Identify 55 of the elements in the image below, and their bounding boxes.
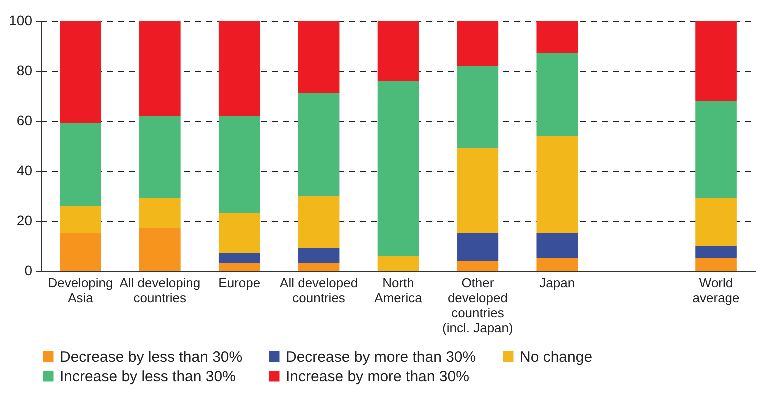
legend-label: Increase by more than 30% xyxy=(286,368,470,386)
bar xyxy=(60,124,102,206)
bar xyxy=(218,214,260,254)
bar xyxy=(218,264,260,271)
bar xyxy=(298,21,340,94)
bar xyxy=(218,116,260,214)
legend-label: Decrease by less than 30% xyxy=(60,348,243,366)
bar xyxy=(536,136,578,234)
bar xyxy=(378,21,420,81)
legend-label: Increase by less than 30% xyxy=(60,368,236,386)
bar xyxy=(140,198,181,228)
y-tick-label: 20 xyxy=(16,212,33,228)
bar xyxy=(140,116,181,198)
bar xyxy=(696,198,737,246)
bar xyxy=(536,234,578,258)
bar xyxy=(60,21,102,124)
bar xyxy=(457,234,499,261)
bar xyxy=(378,256,420,271)
bar xyxy=(696,246,737,258)
legend-label: No change xyxy=(520,348,593,366)
bar xyxy=(298,248,340,264)
bar xyxy=(298,264,340,271)
x-tick-label: World average xyxy=(692,276,740,306)
x-tick-label: All developed countries xyxy=(280,276,358,306)
bar xyxy=(536,258,578,271)
bar xyxy=(298,196,340,248)
bar xyxy=(457,66,499,148)
x-tick-label: All developing countries xyxy=(120,276,201,306)
bar xyxy=(378,81,420,256)
bar xyxy=(536,21,578,54)
bar xyxy=(457,261,499,271)
bar xyxy=(298,94,340,196)
y-tick-label: 80 xyxy=(16,62,33,78)
bar xyxy=(696,21,737,101)
bar xyxy=(457,148,499,234)
x-tick-label: Developing Asia xyxy=(48,276,114,306)
bar xyxy=(60,234,102,271)
bar xyxy=(60,206,102,234)
x-tick-label: Other developed countries (incl. Japan) xyxy=(442,276,514,336)
y-tick-label: 100 xyxy=(9,12,33,28)
x-tick-label: Europe xyxy=(218,276,261,290)
bar xyxy=(696,101,737,198)
bar xyxy=(218,21,260,116)
bar xyxy=(536,54,578,136)
bar xyxy=(696,258,737,271)
x-tick-label: Japan xyxy=(540,276,576,290)
y-tick-label: 40 xyxy=(16,162,33,178)
bar xyxy=(140,228,181,271)
bar xyxy=(218,254,260,264)
bar xyxy=(140,21,181,116)
bar xyxy=(457,21,499,66)
legend-label: Decrease by more than 30% xyxy=(286,348,476,366)
y-tick-label: 60 xyxy=(16,112,33,128)
x-tick-label: North America xyxy=(374,276,424,306)
y-tick-label: 0 xyxy=(24,262,33,278)
